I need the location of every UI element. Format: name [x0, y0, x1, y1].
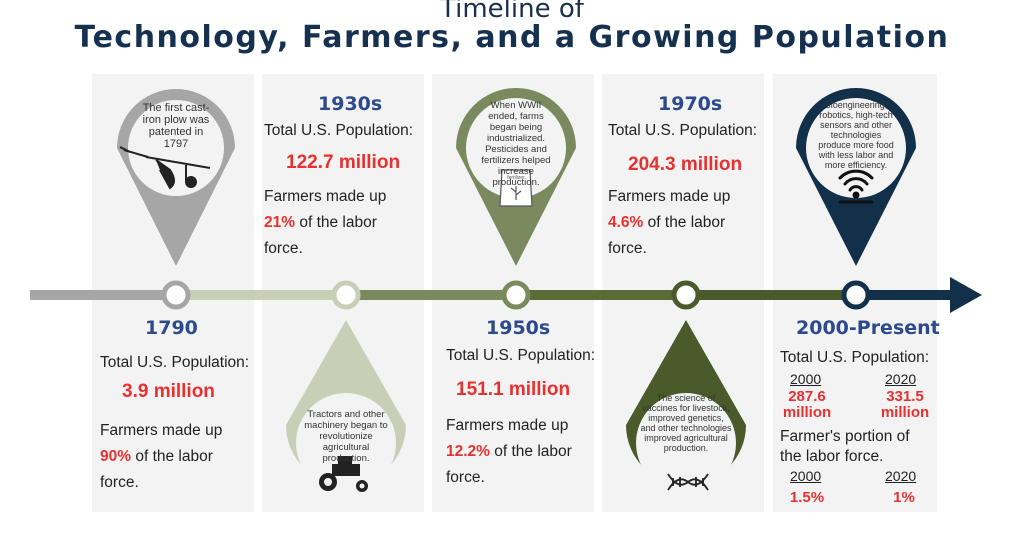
fertilizer-bag-label: fertilizer	[507, 175, 525, 181]
timeline-segment-navy	[856, 290, 956, 300]
farmer-text-pre: Farmers made up	[446, 417, 569, 434]
farmer-text-end: force.	[100, 474, 139, 491]
title-line2: Technology, Farmers, and a Growing Popul…	[74, 20, 950, 55]
fertilizer-bag-icon	[499, 169, 533, 207]
farmer-label-2000: Farmer's portion of the labor force.	[780, 428, 910, 465]
farmer-pct-1950s: 12.2%	[446, 443, 490, 460]
pin-1930s-inner	[296, 393, 396, 493]
node-1790	[161, 280, 191, 310]
farmer-year-2020: 2020	[885, 468, 917, 484]
farmer-text-1930s: Farmers made up 21% of the labor force.	[264, 184, 414, 262]
year-1790: 1790	[145, 317, 198, 339]
farmer-text-end: force.	[608, 240, 647, 257]
timeline-arrowhead-icon	[950, 277, 982, 313]
pin-1950s-inner	[466, 98, 566, 198]
pin-1930s-text: Tractors and other machinery began to re…	[304, 409, 388, 464]
year-1950s: 1950s	[486, 317, 551, 339]
farmer-text-1970s: Farmers made up 4.6% of the labor force.	[608, 184, 758, 262]
pin-1790-text: The first cast-iron plow was patented in…	[142, 102, 210, 150]
year-1970s: 1970s	[658, 93, 723, 115]
pop-label-2000: Total U.S. Population:	[780, 349, 930, 366]
farmer-pct-1790: 90%	[100, 448, 132, 465]
pop-value-1790: 3.9 million	[122, 381, 215, 402]
pin-1950s-text: When WWII ended, farms began being indus…	[481, 100, 551, 188]
farmer-text-post: of the labor	[643, 214, 726, 231]
pin-1790-inner	[128, 100, 224, 196]
farmer-text-1950s: Farmers made up 12.2% of the labor force…	[446, 413, 596, 491]
pop-label-1970s: Total U.S. Population:	[608, 122, 758, 139]
farmer-text-pre: Farmers made up	[100, 422, 223, 439]
farmer-text-end: force.	[446, 469, 485, 486]
year-1930s: 1930s	[318, 93, 383, 115]
year-2000-present: 2000-Present	[796, 317, 940, 339]
timeline-segment-green	[516, 290, 686, 300]
pop-value-1950s: 151.1 million	[456, 379, 571, 400]
timeline-segment-sage	[346, 290, 516, 300]
farmer-text-pre: Farmers made up	[608, 188, 731, 205]
farmer-text-post: of the labor	[131, 448, 213, 465]
pop-value-1930s: 122.7 million	[286, 152, 401, 173]
pin-2000-text: Bioengineering, robotics, high-tech sens…	[818, 100, 894, 170]
farmer-text-post: of the labor	[489, 443, 572, 460]
pop-label-1950s: Total U.S. Population:	[446, 347, 596, 364]
pop-label-1930s: Total U.S. Population:	[264, 122, 414, 139]
pop-year-2020: 2020	[885, 371, 917, 387]
farmer-text-1790: Farmers made up 90% of the labor force.	[100, 418, 250, 496]
pop-value-2020: 331.5 million	[880, 388, 930, 421]
pin-2000-present-inner	[806, 98, 906, 198]
pop-label-1790: Total U.S. Population:	[100, 354, 250, 371]
pop-year-2000: 2000	[790, 371, 822, 387]
wireless-sensor-icon	[838, 169, 874, 204]
dna-icon	[667, 473, 709, 491]
pin-1970s-inner	[636, 393, 736, 493]
timeline-segment-light-green	[176, 290, 346, 300]
plow-icon	[119, 146, 211, 190]
farmer-pct-2000: 1.5%	[789, 489, 825, 506]
timeline-segment-gray	[30, 290, 176, 300]
node-2000-present	[841, 280, 871, 310]
farmer-pct-2020: 1%	[893, 489, 915, 506]
farmer-text-pre: Farmers made up	[264, 188, 387, 205]
pop-value-2000: 287.6 million	[782, 388, 832, 421]
farmer-text-end: force.	[264, 240, 303, 257]
title-line1: Timeline of	[440, 0, 584, 24]
node-1930s	[331, 280, 361, 310]
node-1950s	[501, 280, 531, 310]
farmer-text-post: of the labor	[295, 214, 377, 231]
node-1970s	[671, 280, 701, 310]
timeline-segment-dark-green	[686, 290, 856, 300]
pin-1970s-text: The science of vaccines for livestock, i…	[640, 393, 732, 453]
farmer-pct-1970s: 4.6%	[608, 214, 644, 231]
tractor-icon	[319, 456, 368, 492]
farmer-pct-1930s: 21%	[264, 214, 296, 231]
farmer-year-2000: 2000	[790, 468, 822, 484]
pop-value-1970s: 204.3 million	[628, 154, 743, 175]
